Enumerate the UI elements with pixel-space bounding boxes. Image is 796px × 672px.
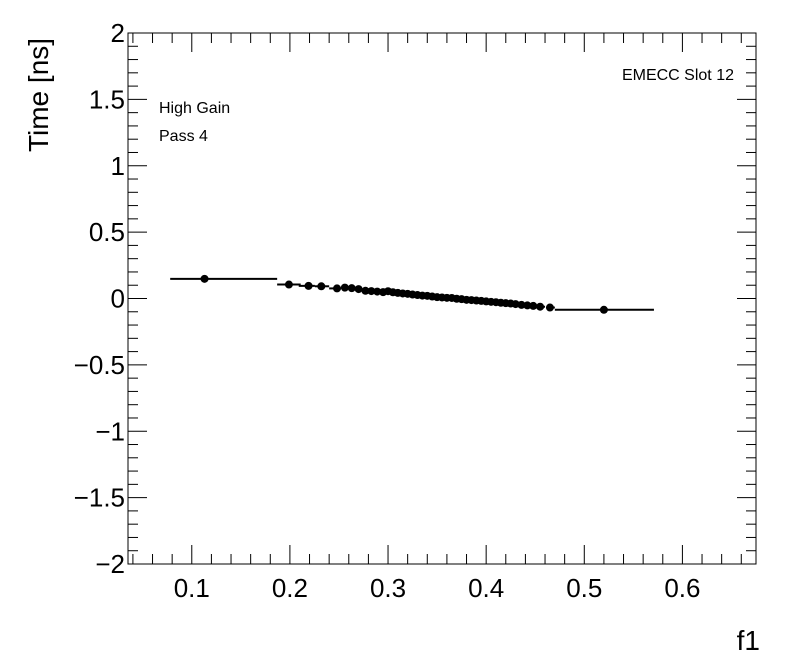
y-tick-label: −2 [95,549,125,579]
data-point [599,305,608,314]
data-point [347,284,356,293]
data-point [529,301,538,310]
data-point [511,300,520,309]
x-tick-label: 0.1 [174,573,210,603]
annotation-pass: Pass 4 [159,128,208,145]
x-tick-label: 0.6 [664,573,700,603]
data-point [304,281,313,290]
annotation-high-gain: High Gain [159,100,230,117]
data-point [284,280,293,289]
annotation-slot: EMECC Slot 12 [622,67,734,84]
data-point [200,274,209,283]
x-tick-label: 0.4 [468,573,504,603]
y-tick-label: 0.5 [89,217,125,247]
y-tick-label: 1 [111,151,125,181]
y-tick-label: 2 [111,18,125,48]
data-point [317,282,326,291]
x-tick-label: 0.3 [370,573,406,603]
y-axis-title: Time [ns] [23,38,54,152]
data-point [536,302,545,311]
data-point [361,286,370,295]
y-tick-label: −1 [95,416,125,446]
x-axis-title: f1 [737,625,760,656]
data-point [545,303,554,312]
x-tick-label: 0.5 [566,573,602,603]
y-tick-label: −1.5 [74,483,125,513]
data-point [367,287,376,296]
data-point [333,284,342,293]
data-point [373,287,382,296]
data-point [354,285,363,294]
data-point [340,283,349,292]
data-point [517,300,526,309]
y-tick-label: 0 [111,284,125,314]
x-tick-label: 0.2 [272,573,308,603]
y-tick-label: −0.5 [74,350,125,380]
data-point [523,301,532,310]
y-tick-label: 1.5 [89,84,125,114]
